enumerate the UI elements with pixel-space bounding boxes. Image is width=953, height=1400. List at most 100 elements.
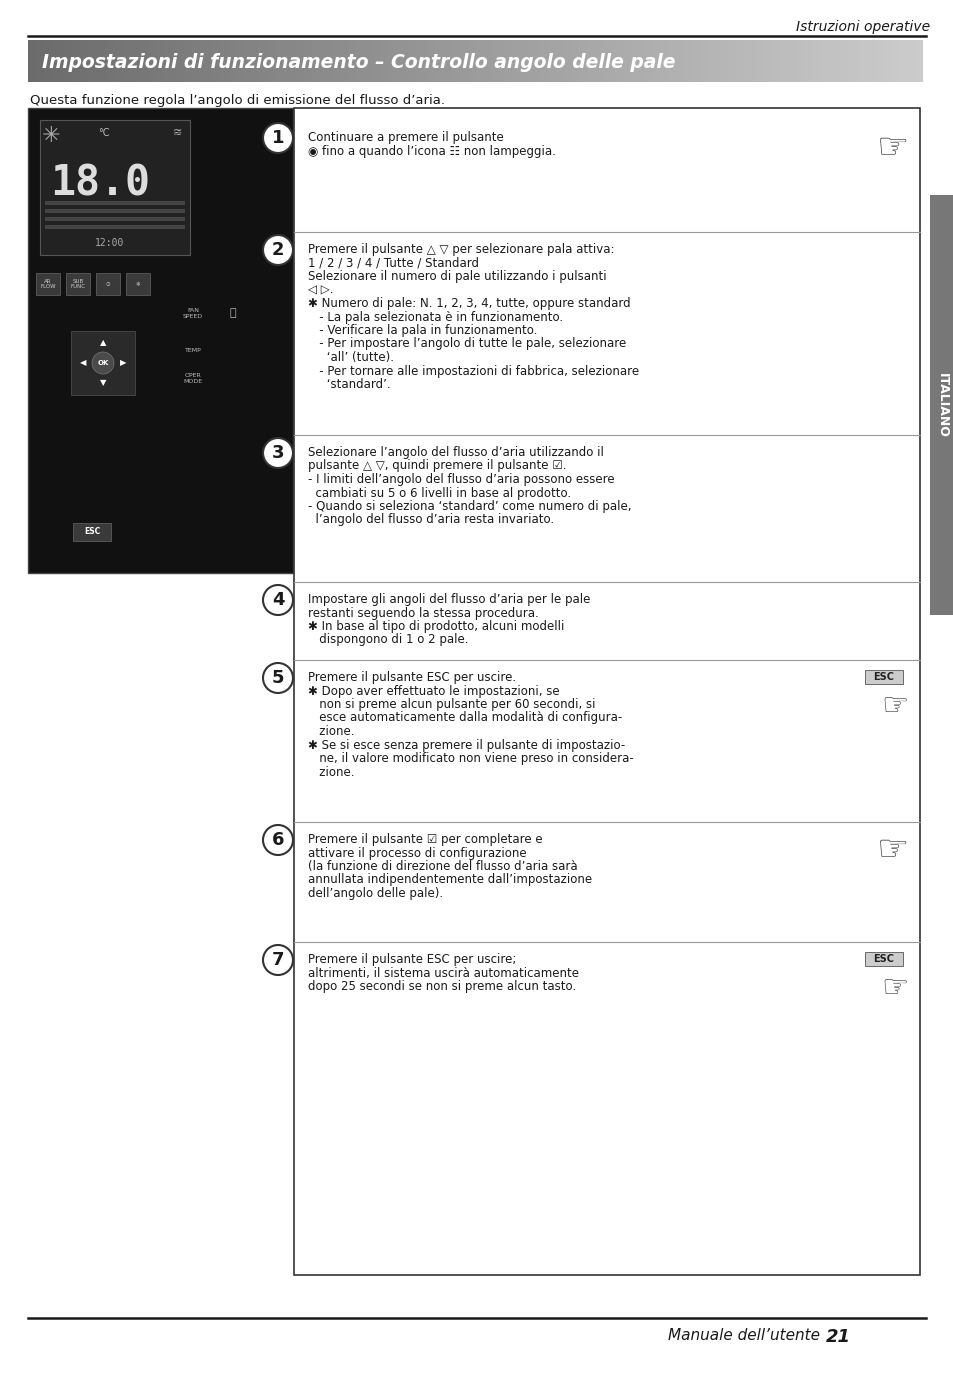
Text: - Per tornare alle impostazioni di fabbrica, selezionare: - Per tornare alle impostazioni di fabbr… (308, 364, 639, 378)
Bar (676, 41, 684, 83)
Bar (646, 41, 654, 83)
Bar (294, 108, 919, 1275)
Bar (586, 41, 595, 83)
Text: ◀: ◀ (80, 358, 86, 367)
Bar (698, 41, 706, 83)
Bar (117, 41, 126, 83)
Text: 18.0: 18.0 (50, 162, 150, 204)
Text: ‘all’ (tutte).: ‘all’ (tutte). (308, 351, 394, 364)
Bar (877, 41, 884, 83)
Bar (750, 41, 759, 83)
Bar (326, 41, 335, 83)
Bar (840, 41, 847, 83)
Text: 4: 4 (272, 591, 284, 609)
Bar (817, 41, 825, 83)
Bar (154, 41, 163, 83)
Text: 21: 21 (825, 1329, 850, 1345)
Bar (653, 41, 661, 83)
Bar (727, 41, 736, 83)
Circle shape (263, 585, 293, 615)
Circle shape (263, 235, 293, 265)
Text: ≋: ≋ (172, 127, 182, 139)
Text: 1: 1 (272, 129, 284, 147)
Bar (512, 41, 520, 83)
Bar (832, 41, 841, 83)
Bar (102, 41, 111, 83)
Text: restanti seguendo la stessa procedura.: restanti seguendo la stessa procedura. (308, 606, 538, 619)
Text: OK: OK (97, 360, 109, 365)
Text: zione.: zione. (308, 725, 355, 738)
Text: ESC: ESC (84, 528, 100, 536)
Bar (802, 41, 810, 83)
Bar (170, 41, 178, 83)
Text: SUB
FUNC: SUB FUNC (71, 279, 86, 290)
Bar (541, 41, 550, 83)
Bar (139, 41, 148, 83)
Bar (437, 41, 446, 83)
Bar (252, 41, 259, 83)
Bar (772, 41, 781, 83)
Text: 7: 7 (272, 951, 284, 969)
Bar (854, 41, 862, 83)
Bar (28, 41, 36, 83)
Bar (846, 41, 855, 83)
Bar (422, 41, 431, 83)
Bar (126, 273, 150, 295)
Bar (742, 41, 751, 83)
Text: ITALIANO: ITALIANO (935, 372, 947, 437)
Bar (393, 41, 401, 83)
Bar (348, 41, 356, 83)
Bar (295, 41, 304, 83)
Bar (445, 41, 454, 83)
Text: ☞: ☞ (876, 832, 908, 867)
Text: ✱ Numero di pale: N. 1, 2, 3, 4, tutte, oppure standard: ✱ Numero di pale: N. 1, 2, 3, 4, tutte, … (308, 297, 630, 309)
Text: l’angolo del flusso d’aria resta invariato.: l’angolo del flusso d’aria resta invaria… (308, 514, 554, 526)
Bar (549, 41, 558, 83)
Bar (177, 41, 185, 83)
Bar (45, 209, 185, 213)
Text: - I limiti dell’angolo del flusso d’aria possono essere: - I limiti dell’angolo del flusso d’aria… (308, 473, 614, 486)
Bar (459, 41, 468, 83)
Bar (891, 41, 900, 83)
Text: TEMP: TEMP (185, 349, 201, 353)
Bar (668, 41, 677, 83)
Text: (la funzione di direzione del flusso d’aria sarà: (la funzione di direzione del flusso d’a… (308, 860, 577, 874)
Text: dopo 25 secondi se non si preme alcun tasto.: dopo 25 secondi se non si preme alcun ta… (308, 980, 576, 993)
Bar (281, 41, 290, 83)
Bar (594, 41, 602, 83)
Text: dispongono di 1 o 2 pale.: dispongono di 1 o 2 pale. (308, 633, 468, 647)
Bar (192, 41, 200, 83)
Text: ◉ fino a quando l’icona ☷ non lampeggia.: ◉ fino a quando l’icona ☷ non lampeggia. (308, 144, 556, 158)
Bar (371, 41, 378, 83)
Bar (88, 41, 96, 83)
Text: 3: 3 (272, 444, 284, 462)
Bar (601, 41, 610, 83)
Bar (862, 41, 870, 83)
Text: Impostazioni di funzionamento – Controllo angolo delle pale: Impostazioni di funzionamento – Controll… (42, 52, 675, 71)
Text: ▲: ▲ (100, 339, 106, 347)
Text: dell’angolo delle pale).: dell’angolo delle pale). (308, 888, 442, 900)
Bar (720, 41, 728, 83)
Bar (40, 120, 190, 255)
Text: - Per impostare l’angolo di tutte le pale, selezionare: - Per impostare l’angolo di tutte le pal… (308, 337, 625, 350)
Bar (236, 41, 245, 83)
Bar (914, 41, 923, 83)
Text: OPER
MODE: OPER MODE (183, 372, 202, 384)
Text: annullata indipendentemente dall’impostazione: annullata indipendentemente dall’imposta… (308, 874, 592, 886)
Text: ❄: ❄ (135, 281, 140, 287)
Text: pulsante △ ▽, quindi premere il pulsante ☑.: pulsante △ ▽, quindi premere il pulsante… (308, 459, 566, 473)
Bar (184, 41, 193, 83)
Bar (408, 41, 416, 83)
Bar (415, 41, 423, 83)
Bar (883, 41, 892, 83)
Bar (631, 41, 639, 83)
Text: Impostare gli angoli del flusso d’aria per le pale: Impostare gli angoli del flusso d’aria p… (308, 594, 590, 606)
Bar (683, 41, 691, 83)
Text: cambiati su 5 o 6 livelli in base al prodotto.: cambiati su 5 o 6 livelli in base al pro… (308, 487, 571, 500)
Text: AR
FLOW: AR FLOW (40, 279, 56, 290)
Bar (690, 41, 699, 83)
Text: FAN
SPEED: FAN SPEED (183, 308, 203, 319)
Bar (45, 217, 185, 221)
Bar (519, 41, 528, 83)
Text: ESC: ESC (873, 672, 894, 682)
